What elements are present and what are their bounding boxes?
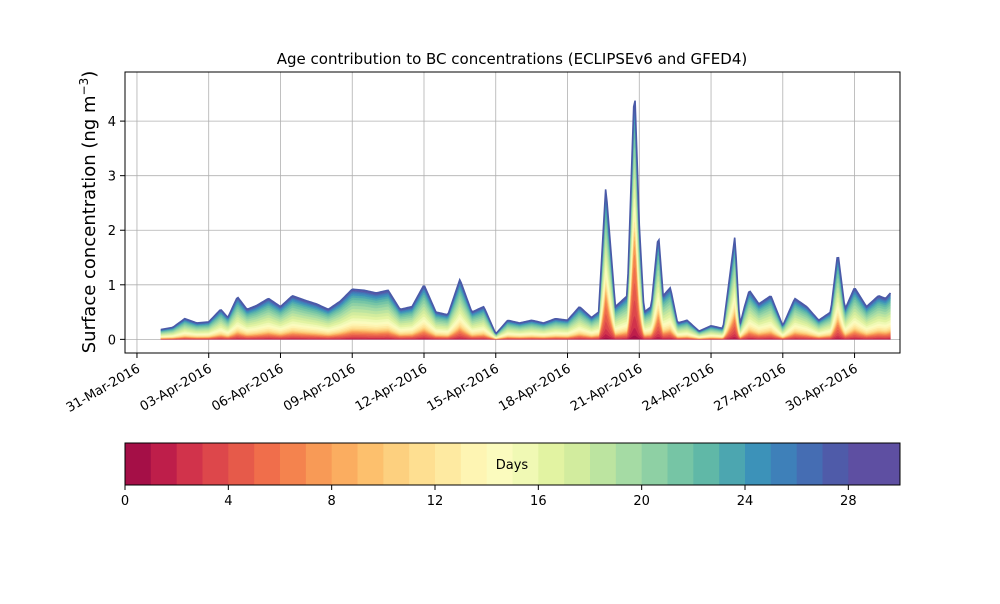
colorbar-segment — [460, 443, 488, 485]
colorbar-tick-label: 8 — [328, 494, 336, 509]
colorbar-tick-label: 12 — [427, 494, 444, 509]
y-axis-label: Surface concentration (ng m−3) — [77, 71, 100, 354]
colorbar-segment — [202, 443, 229, 485]
colorbar-ticks: 0 4 8 12 16 20 24 28 — [121, 485, 857, 509]
colorbar-label: Days — [496, 458, 529, 473]
colorbar-segment — [874, 443, 901, 485]
y-tick-label: 2 — [108, 224, 116, 239]
x-tick-label: 18-Apr-2016 — [496, 361, 573, 414]
colorbar-segment — [822, 443, 849, 485]
colorbar-tick-label: 28 — [840, 494, 857, 509]
colorbar-segment — [745, 443, 772, 485]
plot-frame — [124, 71, 901, 354]
colorbar-segment — [331, 443, 358, 485]
x-tick-label: 06-Apr-2016 — [209, 361, 286, 414]
colorbar-segment — [615, 443, 643, 485]
y-tick-label: 0 — [108, 333, 116, 348]
colorbar-segment — [641, 443, 668, 485]
age-class-area-day-29 — [160, 100, 891, 334]
colorbar-tick-label: 16 — [530, 494, 547, 509]
colorbar-segment — [280, 443, 307, 485]
x-tick-label: 30-Apr-2016 — [783, 361, 860, 414]
stacked-area-series — [160, 100, 892, 340]
x-tick-label: 09-Apr-2016 — [281, 361, 358, 414]
colorbar-segment — [228, 443, 255, 485]
colorbar-segment — [770, 443, 798, 485]
x-tick-label: 21-Apr-2016 — [568, 361, 645, 414]
colorbar-segment — [305, 443, 333, 485]
colorbar-segment — [693, 443, 720, 485]
colorbar-frame — [124, 442, 901, 486]
colorbar-tick-label: 0 — [121, 494, 129, 509]
colorbar-segment — [125, 443, 152, 485]
colorbar-segment — [150, 443, 178, 485]
colorbar-segment — [254, 443, 281, 485]
colorbar-segment — [667, 443, 694, 485]
colorbar-segment — [512, 443, 539, 485]
chart-title: Age contribution to BC concentrations (E… — [277, 50, 748, 68]
x-tick-label: 31-Mar-2016 — [64, 361, 143, 415]
y-tick-label: 1 — [108, 279, 116, 294]
y-tick-label: 4 — [108, 115, 116, 130]
colorbar-segment — [409, 443, 436, 485]
x-axis-ticks: 31-Mar-201603-Apr-201606-Apr-201609-Apr-… — [64, 353, 861, 416]
x-tick-label: 15-Apr-2016 — [425, 361, 502, 414]
colorbar-segment — [564, 443, 591, 485]
colorbar-segment — [719, 443, 746, 485]
colorbar-tick-label: 4 — [224, 494, 232, 509]
colorbar-segment — [176, 443, 203, 485]
colorbar-segment — [486, 443, 513, 485]
colorbar-tick-label: 24 — [737, 494, 754, 509]
colorbar-segment — [538, 443, 565, 485]
colorbar-segment — [357, 443, 384, 485]
x-tick-label: 12-Apr-2016 — [353, 361, 430, 414]
colorbar-segment — [848, 443, 875, 485]
colorbar-tick-label: 20 — [633, 494, 650, 509]
colorbar-segment — [590, 443, 617, 485]
total-concentration-line — [160, 100, 892, 335]
x-tick-label: 24-Apr-2016 — [640, 361, 717, 414]
colorbar — [125, 443, 901, 485]
colorbar-segment — [435, 443, 462, 485]
colorbar-segment — [383, 443, 410, 485]
y-axis-ticks: 0 1 2 3 4 — [108, 115, 125, 348]
colorbar-segment — [796, 443, 823, 485]
x-tick-label: 27-Apr-2016 — [712, 361, 789, 414]
x-tick-label: 03-Apr-2016 — [138, 361, 215, 414]
y-tick-label: 3 — [108, 170, 116, 185]
